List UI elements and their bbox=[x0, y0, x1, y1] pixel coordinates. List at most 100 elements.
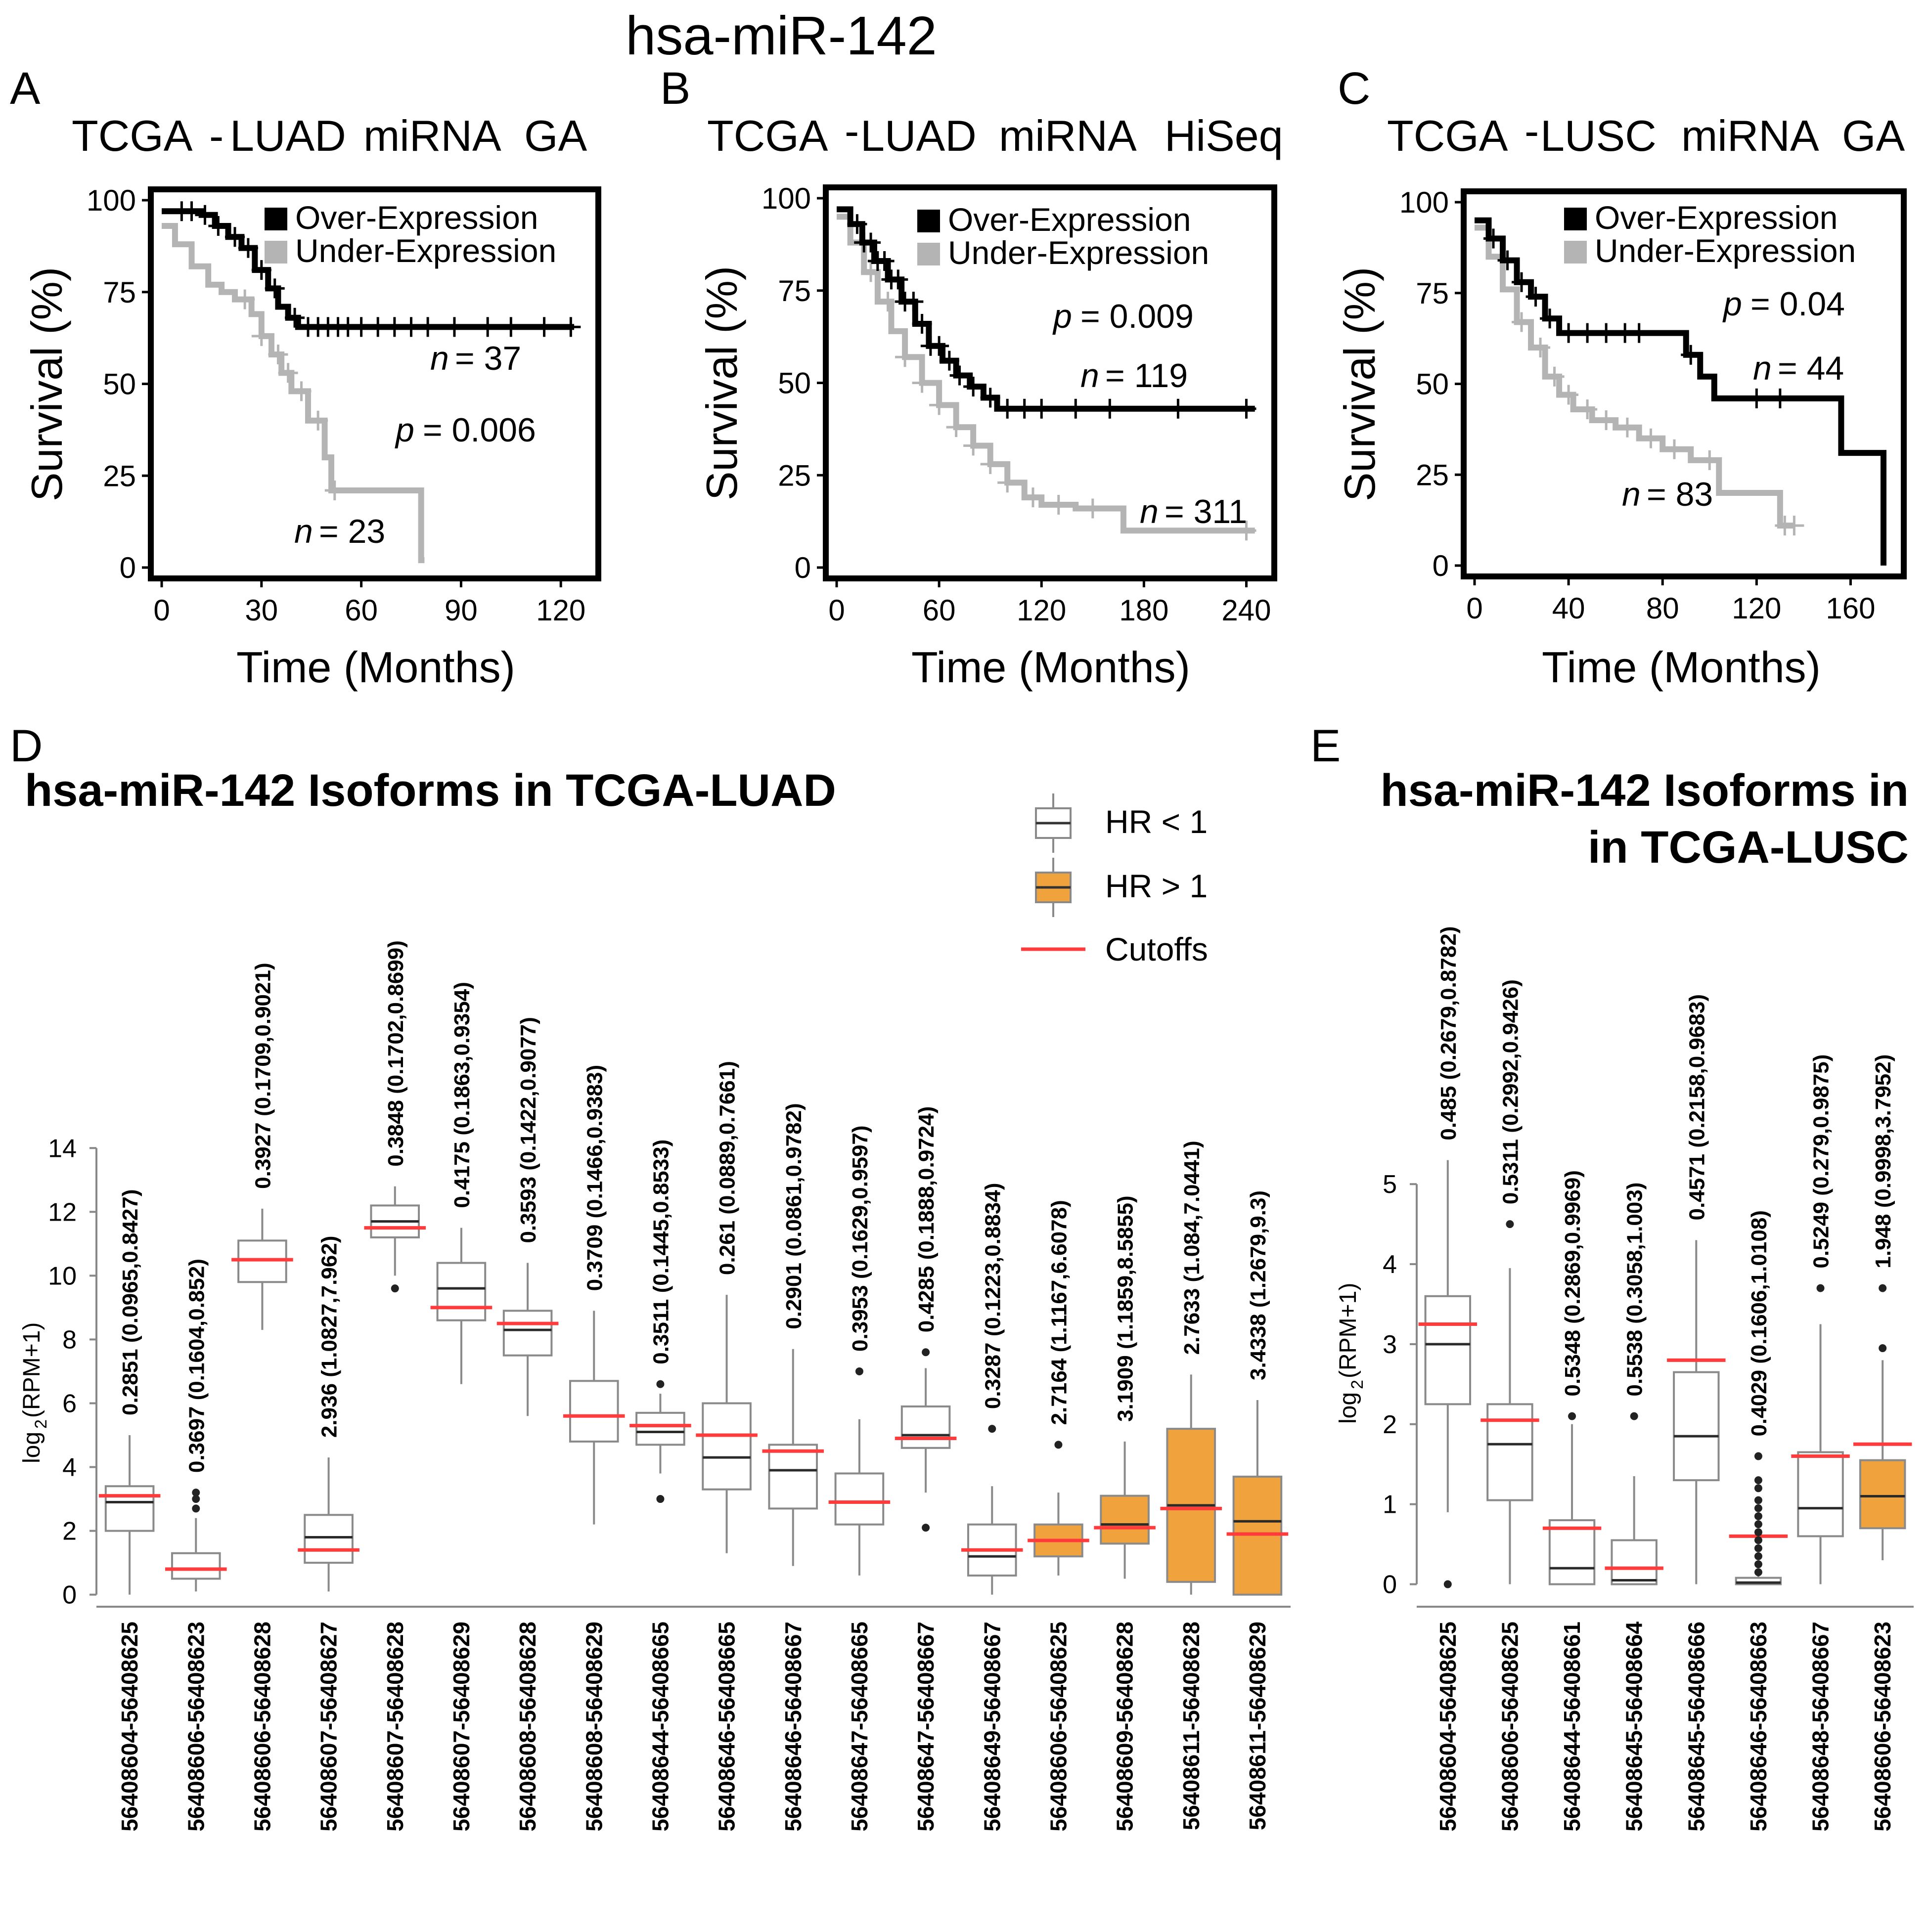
outlier-point-d-12-0 bbox=[922, 1524, 930, 1532]
km-curves-a: 0 30 60 90 120 0 25 50 75 100 bbox=[87, 184, 585, 627]
box-d-3 bbox=[304, 1514, 354, 1564]
category-label-d-9: 56408646-56408665 bbox=[714, 1622, 740, 1832]
km-curve-over-c bbox=[1475, 217, 1886, 566]
hr-annotation-d-9: 0.261 (0.0889,0.7661) bbox=[716, 1061, 740, 1275]
x-tick-label-b-4: 240 bbox=[1221, 594, 1271, 627]
y-tick-label-d-2: 4 bbox=[62, 1453, 77, 1482]
censor-mark-over-b-16 bbox=[997, 398, 1018, 419]
y-tick-label-d-5: 10 bbox=[48, 1262, 77, 1290]
category-label-e-0: 56408604-56408625 bbox=[1435, 1622, 1461, 1832]
censor-mark-under-c-9 bbox=[1700, 450, 1720, 470]
hr-annotation-e-0: 0.485 (0.2679,0.8782) bbox=[1436, 926, 1461, 1141]
y-tick-label-a-1: 25 bbox=[103, 459, 136, 492]
y-axis-label-e-log: log bbox=[1335, 1392, 1361, 1424]
p-value-a-prefix: p bbox=[395, 411, 414, 449]
y-tick-label-e-0: 0 bbox=[1383, 1571, 1397, 1599]
censor-mark-over-b-2 bbox=[861, 232, 881, 253]
legend-swatch-under-c bbox=[1564, 241, 1587, 263]
x-tick-label-b-3: 180 bbox=[1119, 594, 1168, 627]
n-over-b: n = 119 bbox=[1080, 357, 1188, 395]
y-tick-label-e-2: 2 bbox=[1383, 1410, 1397, 1439]
censor-mark-over-a-19 bbox=[444, 317, 464, 337]
outlier-point-d-1-1 bbox=[192, 1495, 200, 1503]
legend-label-over-a: Over-Expression bbox=[295, 199, 538, 236]
hr-annotation-d-2: 0.3927 (0.1709,0.9021) bbox=[251, 963, 275, 1189]
censor-mark-over-c-5 bbox=[1559, 323, 1579, 343]
legend-d: HR < 1 HR > 1 Cutoffs bbox=[1021, 793, 1208, 967]
outlier-point-e-5-0 bbox=[1754, 1568, 1762, 1577]
censor-mark-over-b-15 bbox=[980, 388, 1000, 408]
category-label-d-4: 56408607-56408628 bbox=[382, 1622, 408, 1832]
n-under-c-prefix: n bbox=[1622, 476, 1641, 513]
censor-mark-over-b-13 bbox=[949, 365, 970, 386]
p-value-b-prefix: p bbox=[1052, 298, 1072, 335]
legend-cutoff-label: Cutoffs bbox=[1105, 931, 1208, 967]
x-tick-label-b-2: 120 bbox=[1017, 594, 1066, 627]
censor-mark-over-b-9 bbox=[912, 313, 932, 334]
x-tick-label-c-2: 80 bbox=[1646, 592, 1679, 625]
x-tick-label-b-0: 0 bbox=[828, 594, 845, 627]
outlier-point-e-7-1 bbox=[1879, 1284, 1887, 1292]
category-label-d-12: 56408647-56408667 bbox=[913, 1622, 939, 1832]
hr-annotation-d-0: 0.2851 (0.0965,0.8427) bbox=[118, 1189, 142, 1416]
censor-mark-under-b-8 bbox=[997, 473, 1018, 493]
legend-label-under-c: Under-Expression bbox=[1595, 232, 1856, 269]
censor-mark-under-c-2 bbox=[1544, 366, 1565, 387]
n-under-c: n = 83 bbox=[1622, 476, 1713, 513]
box-plot-d: 0 2 4 6 8 10 12 14 0.2851 (0.0965,0.8427) 5640860… bbox=[48, 940, 1291, 1832]
outlier-point-d-12-1 bbox=[922, 1348, 930, 1357]
n-under-b: n = 311 bbox=[1140, 493, 1247, 530]
x-axis-label-c: Time (Months) bbox=[1542, 643, 1821, 692]
x-tick-label-a-2: 60 bbox=[345, 594, 378, 627]
category-label-d-17: 56408611-56408629 bbox=[1245, 1622, 1270, 1830]
hr-annotation-e-3: 0.5538 (0.3058,1.003) bbox=[1623, 1183, 1647, 1397]
legend-c: Over-Expression Under-Expression bbox=[1564, 199, 1856, 269]
y-tick-label-e-4: 4 bbox=[1383, 1250, 1397, 1279]
censor-mark-over-c-2 bbox=[1512, 272, 1532, 292]
box-title-d: hsa-miR-142 Isoforms in TCGA-LUAD bbox=[25, 765, 836, 816]
category-label-d-0: 56408604-56408625 bbox=[117, 1622, 142, 1832]
legend-a: Over-Expression Under-Expression bbox=[265, 199, 556, 269]
n-under-a: n = 23 bbox=[294, 513, 385, 550]
censor-mark-over-a-16 bbox=[384, 317, 404, 337]
legend-b: Over-Expression Under-Expression bbox=[917, 201, 1209, 271]
censor-mark-over-b-4 bbox=[874, 251, 895, 271]
censor-mark-over-b-19 bbox=[1066, 398, 1086, 419]
censor-mark-over-a-7 bbox=[265, 278, 285, 299]
category-label-d-1: 56408606-56408623 bbox=[183, 1622, 209, 1832]
censor-mark-under-b-12 bbox=[1236, 521, 1256, 541]
y-axis-label-d-sub: 2 bbox=[32, 1419, 50, 1429]
n-under-a-value: = 23 bbox=[319, 513, 385, 550]
hr-annotation-d-4: 0.3848 (0.1702,0.8699) bbox=[384, 940, 408, 1167]
km-panel-c: C TCGA - LUSC miRNA GA 0 40 80 120 160 0 25 50 7… bbox=[1335, 63, 1907, 692]
censor-mark-over-c-0 bbox=[1483, 228, 1504, 249]
censor-mark-over-a-6 bbox=[251, 260, 271, 280]
censor-mark-over-a-21 bbox=[501, 317, 521, 337]
outlier-point-e-0-0 bbox=[1443, 1580, 1452, 1588]
category-label-d-5: 56408607-56408629 bbox=[448, 1622, 474, 1832]
outlier-point-e-5-9 bbox=[1754, 1496, 1762, 1504]
km-title-c: TCGA - LUSC miRNA GA bbox=[1387, 106, 1905, 160]
y-axis-label-e: log 2 (RPM+1) bbox=[1335, 1283, 1367, 1424]
p-value-b: p = 0.009 bbox=[1052, 298, 1194, 335]
x-tick-label-c-0: 0 bbox=[1466, 592, 1482, 625]
outlier-point-e-5-7 bbox=[1754, 1512, 1762, 1520]
p-value-c: p = 0.04 bbox=[1722, 285, 1845, 323]
censor-mark-over-c-11 bbox=[1747, 388, 1767, 408]
km-curve-under-a bbox=[162, 223, 425, 564]
km-title-a-dash: - bbox=[209, 111, 224, 160]
box-d-9 bbox=[702, 1402, 752, 1491]
censor-mark-over-a-3 bbox=[208, 216, 228, 236]
censor-mark-over-b-11 bbox=[929, 336, 949, 356]
n-under-b-prefix: n bbox=[1140, 493, 1159, 530]
y-tick-label-b-3: 75 bbox=[778, 274, 811, 307]
category-label-d-8: 56408644-56408665 bbox=[647, 1622, 673, 1832]
censor-mark-under-b-11 bbox=[1082, 498, 1103, 519]
p-value-c-value: = 0.04 bbox=[1750, 285, 1845, 323]
y-tick-label-b-4: 100 bbox=[762, 182, 811, 215]
n-over-a: n = 37 bbox=[430, 340, 521, 377]
y-tick-label-c-4: 100 bbox=[1399, 186, 1449, 219]
km-title-a-part4: GA bbox=[524, 111, 587, 160]
hr-annotation-e-5: 0.4029 (0.1606,1.0108) bbox=[1747, 1210, 1771, 1437]
outlier-point-d-8-1 bbox=[656, 1380, 665, 1388]
